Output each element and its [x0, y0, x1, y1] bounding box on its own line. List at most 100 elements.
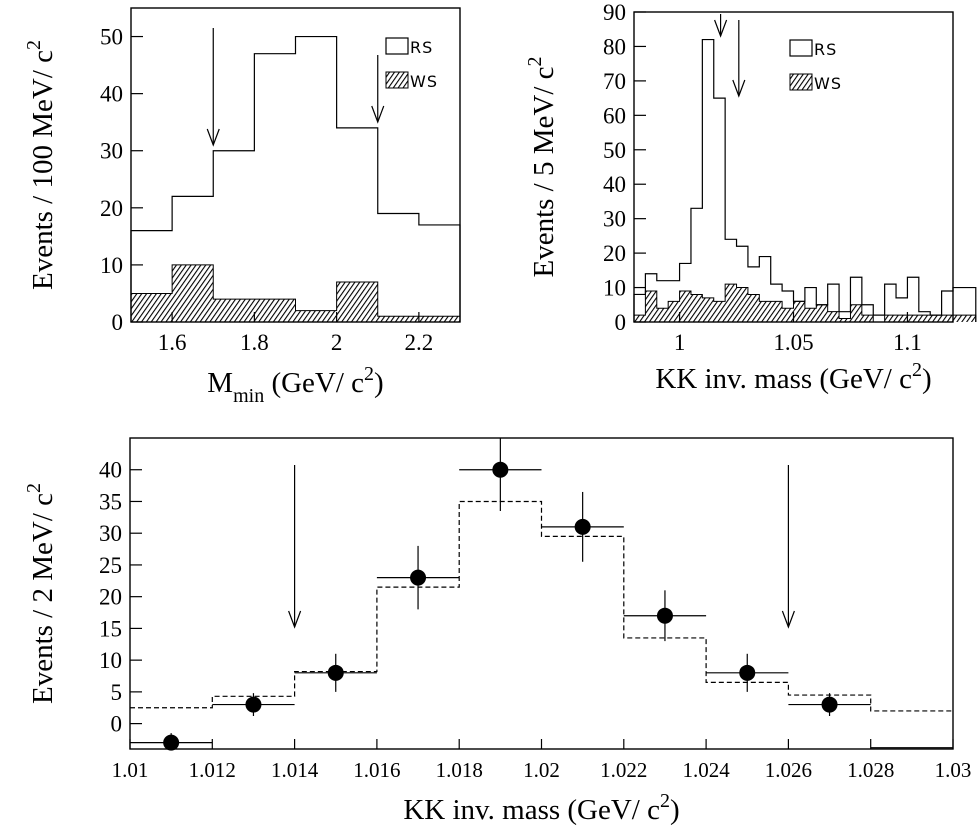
mc-expectation-histogram	[130, 500, 953, 712]
data-point	[656, 607, 673, 624]
y-axis-title: Events / 2 MeV/ c2	[23, 483, 59, 704]
x-tick-label: 1.8	[240, 330, 269, 355]
y-tick-label: 50	[100, 25, 123, 50]
ws-histogram	[633, 283, 977, 323]
y-tick-label: 0	[111, 712, 123, 737]
cut-arrow-head	[371, 105, 385, 124]
x-tick-label: 1.028	[847, 758, 894, 782]
x-tick-label: 1.02	[523, 758, 560, 782]
x-tick-label: 1.03	[935, 758, 972, 782]
y-tick-label: 15	[99, 616, 122, 641]
y-tick-label: 60	[603, 103, 626, 128]
x-axis-title-main: KK inv. mass (GeV/ c	[655, 363, 912, 395]
y-axis-title-main: Events / 2 MeV/ c	[27, 493, 59, 704]
y-tick-label: 80	[603, 34, 626, 59]
y-tick-label: 50	[603, 138, 626, 163]
data-point	[163, 734, 180, 751]
x-axis-title-sup: 2	[660, 790, 670, 812]
y-tick-label: 30	[603, 207, 626, 232]
y-tick-label: 20	[603, 241, 626, 266]
y-tick-label: 40	[100, 82, 123, 107]
plot-frame	[633, 11, 954, 323]
x-axis-title: KK inv. mass (GeV/ c2)	[655, 359, 931, 395]
legend-swatch-rs	[789, 39, 813, 57]
rs-histogram	[633, 38, 977, 322]
x-axis-title-end: )	[374, 367, 384, 399]
x-axis-title: Mmin (GeV/ c2)	[207, 363, 383, 407]
y-axis-title-sup: 2	[524, 56, 546, 66]
x-tick-label: 2	[331, 330, 343, 355]
data-point	[821, 696, 838, 713]
x-tick-label: 1.018	[436, 758, 483, 782]
cut-arrow-head	[288, 610, 302, 629]
x-tick-label: 1.05	[773, 330, 813, 355]
y-axis-title: Events / 5 MeV/ c2	[524, 56, 560, 277]
data-point	[245, 696, 262, 713]
y-tick-label: 30	[100, 139, 123, 164]
y-tick-label: 25	[99, 553, 122, 578]
legend-label-rs: RS	[814, 40, 837, 59]
x-tick-label: 1.01	[112, 758, 149, 782]
x-tick-label: 1.6	[158, 330, 187, 355]
x-tick-labels: 1 1.05 1.1	[674, 330, 922, 355]
y-tick-label: 20	[100, 196, 123, 221]
x-axis-title-tail: (GeV/ c	[264, 367, 364, 399]
y-axis-title-sup: 2	[23, 483, 45, 493]
x-tick-labels: 1.6 1.8 2 2.2	[158, 330, 434, 355]
y-tick-label: 10	[100, 253, 123, 278]
y-tick-label: 35	[99, 489, 122, 514]
data-point	[574, 518, 591, 535]
bottom-panel: 1.01 1.012 1.014 1.016 1.018 1.02 1.022 1.024 1.…	[23, 437, 972, 826]
data-point	[492, 461, 509, 478]
rs-histogram	[130, 35, 461, 322]
legend-label-rs: RS	[410, 38, 433, 57]
data-point	[739, 664, 756, 681]
y-axis-title-main: Events / 100 MeV/ c	[27, 50, 59, 290]
y-tick-label: 10	[603, 276, 626, 301]
y-tick-label: 30	[99, 521, 122, 546]
x-tick-label: 1.014	[271, 758, 319, 782]
legend-swatch-ws	[789, 73, 813, 91]
cut-arrow-head	[714, 19, 728, 38]
legend-swatch-rs	[385, 37, 409, 55]
x-axis-title-end: )	[670, 794, 680, 826]
x-axis-title-main: M	[207, 367, 233, 399]
y-tick-labels: 0 10 20 30 40 50	[100, 25, 123, 335]
top-right-panel: RS WS 1 1.05 1.1 0 10 20 30 40 50 60 70 80 90 KK inv. m…	[524, 0, 977, 395]
y-tick-label: 0	[112, 310, 124, 335]
x-tick-label: 1.022	[600, 758, 647, 782]
x-tick-labels: 1.01 1.012 1.014 1.016 1.018 1.02 1.022 1.024 1.…	[112, 758, 972, 782]
y-tick-labels: 0 10 20 30 40 50 60 70 80 90	[603, 0, 626, 335]
y-tick-label: 5	[111, 680, 123, 705]
cut-arrow-head	[206, 128, 220, 147]
y-tick-label: 0	[615, 310, 627, 335]
y-tick-labels: 0 5 10 15 20 25 30 35 40	[99, 458, 122, 737]
x-tick-label: 2.2	[405, 330, 434, 355]
x-axis-title: KK inv. mass (GeV/ c2)	[403, 790, 679, 826]
legend-label-ws: WS	[814, 74, 842, 93]
legend-label-ws: WS	[410, 72, 438, 91]
y-tick-label: 90	[603, 0, 626, 25]
legend-swatch-ws	[385, 71, 409, 89]
plot-frame	[130, 7, 461, 323]
y-tick-label: 10	[99, 648, 122, 673]
x-axis-title-main: KK inv. mass (GeV/ c	[403, 794, 660, 826]
y-tick-label: 40	[603, 172, 626, 197]
x-tick-label: 1.1	[893, 330, 922, 355]
cut-arrow-head	[781, 610, 795, 629]
top-left-panel: RS WS 1.6 1.8 2 2.2 0 10 20 30 40 50 Mmin (GeV/ c2) E…	[23, 7, 461, 407]
cut-arrow-head	[732, 79, 746, 98]
y-tick-label: 70	[603, 69, 626, 94]
x-tick-label: 1.012	[189, 758, 236, 782]
y-axis-title-main: Events / 5 MeV/ c	[528, 66, 560, 277]
x-axis-title-sup: 2	[364, 363, 374, 385]
y-tick-label: 40	[99, 458, 122, 483]
x-tick-label: 1	[674, 330, 686, 355]
x-axis-title-end: )	[922, 363, 932, 395]
legend: RS WS	[789, 39, 842, 93]
x-tick-label: 1.026	[765, 758, 812, 782]
data-point	[327, 664, 344, 681]
x-tick-label: 1.024	[682, 758, 730, 782]
y-axis-title: Events / 100 MeV/ c2	[23, 40, 59, 290]
